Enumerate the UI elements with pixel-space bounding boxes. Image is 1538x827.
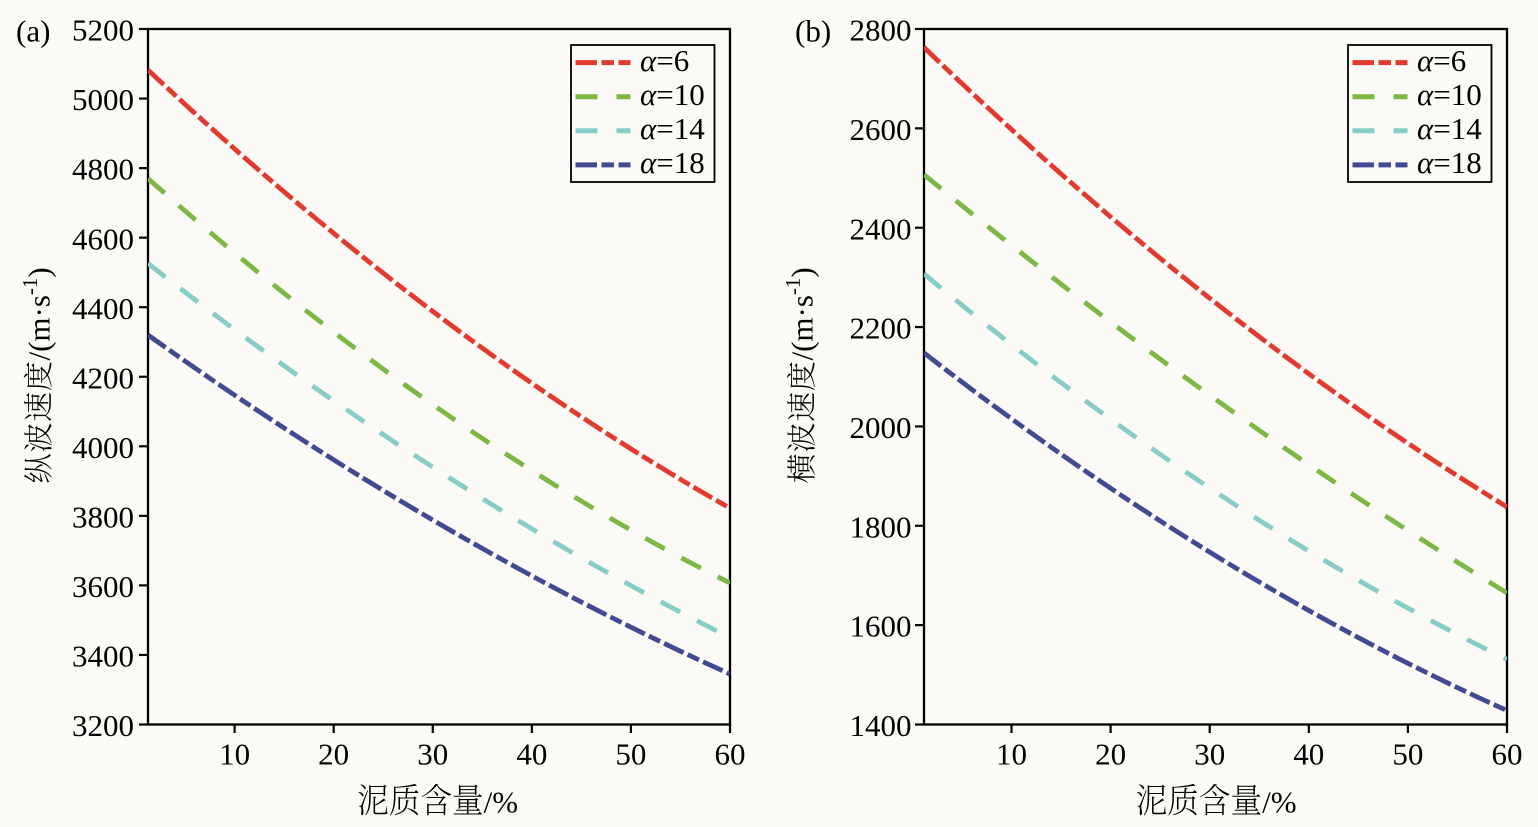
svg-text:1800: 1800	[850, 509, 912, 544]
svg-text:2400: 2400	[850, 211, 912, 246]
svg-text:4800: 4800	[72, 152, 134, 187]
svg-text:10: 10	[219, 736, 250, 771]
svg-text:α=10: α=10	[640, 77, 705, 112]
svg-text:/%: /%	[484, 785, 518, 820]
svg-text:1600: 1600	[850, 609, 912, 644]
svg-text:50: 50	[615, 736, 646, 771]
svg-text:40: 40	[516, 736, 547, 771]
svg-text:40: 40	[1293, 736, 1324, 771]
svg-text:α=14: α=14	[1417, 111, 1482, 146]
svg-text:2800: 2800	[850, 13, 912, 48]
svg-text:α=6: α=6	[1417, 43, 1466, 78]
svg-text:10: 10	[996, 736, 1027, 771]
svg-text:4200: 4200	[72, 360, 134, 395]
svg-text:1400: 1400	[850, 708, 912, 743]
svg-text:2000: 2000	[850, 410, 912, 445]
svg-text:60: 60	[715, 736, 746, 771]
svg-text:3600: 3600	[72, 569, 134, 604]
svg-text:3800: 3800	[72, 499, 134, 534]
svg-text:3400: 3400	[72, 639, 134, 674]
svg-text:30: 30	[417, 736, 448, 771]
svg-text:30: 30	[1194, 736, 1225, 771]
svg-text:α=18: α=18	[1417, 145, 1482, 180]
svg-text:α=14: α=14	[640, 111, 705, 146]
svg-text:5200: 5200	[72, 13, 134, 48]
svg-text:α=6: α=6	[640, 43, 689, 78]
svg-text:4000: 4000	[72, 430, 134, 465]
svg-text:(a): (a)	[16, 13, 50, 48]
svg-text:α=10: α=10	[1417, 77, 1482, 112]
svg-text:/%: /%	[1262, 785, 1296, 820]
svg-text:α=18: α=18	[640, 145, 705, 180]
svg-text:4400: 4400	[72, 291, 134, 326]
svg-text:2200: 2200	[850, 311, 912, 346]
svg-text:4600: 4600	[72, 221, 134, 256]
svg-text:(b): (b)	[795, 13, 831, 48]
svg-text:50: 50	[1392, 736, 1423, 771]
svg-text:20: 20	[1095, 736, 1126, 771]
svg-text:20: 20	[318, 736, 349, 771]
svg-text:60: 60	[1492, 736, 1523, 771]
svg-text:2600: 2600	[850, 112, 912, 147]
svg-text:5000: 5000	[72, 82, 134, 117]
svg-text:/(m·s-1): /(m·s-1)	[781, 267, 820, 360]
svg-text:3200: 3200	[72, 708, 134, 743]
